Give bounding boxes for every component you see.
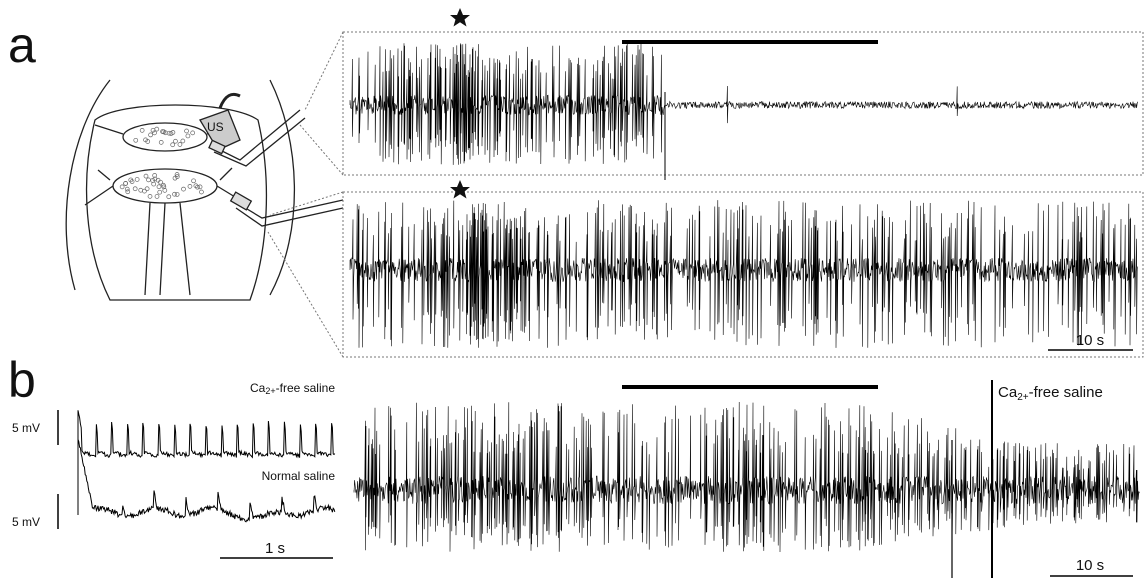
cell xyxy=(125,187,129,191)
trace-label: Ca2+-free saline xyxy=(250,381,335,396)
cell xyxy=(182,187,186,191)
cell xyxy=(135,177,139,181)
label-part: -free saline xyxy=(276,381,336,395)
trace-label: Normal saline xyxy=(262,469,336,483)
label-part: Ca xyxy=(998,384,1018,401)
scale-label: 10 s xyxy=(1076,332,1104,349)
cell xyxy=(157,185,161,189)
cell xyxy=(188,184,192,188)
scale-label: 5 mV xyxy=(12,421,40,435)
cell xyxy=(192,179,196,183)
recording-trace xyxy=(350,43,1138,165)
cell xyxy=(159,140,163,144)
cell xyxy=(120,185,124,189)
star-marker xyxy=(450,180,470,199)
panel-label: b xyxy=(8,352,36,408)
figure: a b US 10 s Ca2+-free saline Normal sali… xyxy=(0,0,1144,581)
cell xyxy=(181,139,185,143)
cell xyxy=(167,195,171,199)
cell xyxy=(178,142,182,146)
cell xyxy=(134,138,138,142)
recording-trace xyxy=(350,200,1138,348)
probe-label: US xyxy=(207,120,224,134)
cell xyxy=(155,127,159,131)
label-part: Ca xyxy=(250,381,266,395)
recording-trace xyxy=(354,402,1139,552)
cell xyxy=(124,181,128,185)
cell xyxy=(149,133,153,137)
label-part: -free saline xyxy=(1029,384,1103,401)
label-part: 2+ xyxy=(265,386,275,396)
cell xyxy=(198,185,202,189)
cell xyxy=(140,128,144,132)
cell xyxy=(133,187,137,191)
traces xyxy=(78,43,1139,578)
cell xyxy=(175,192,179,196)
cell xyxy=(191,131,195,135)
star-marker xyxy=(450,8,470,27)
cell xyxy=(171,143,175,147)
label-part: 2+ xyxy=(1017,392,1029,403)
inset-trace xyxy=(78,410,335,457)
cell xyxy=(142,189,146,193)
cell xyxy=(139,188,143,192)
cell xyxy=(173,139,177,143)
cell xyxy=(147,178,151,182)
cell xyxy=(158,190,162,194)
ganglion-cells xyxy=(120,127,203,199)
cell xyxy=(185,129,189,133)
trace-label: Ca2+-free saline xyxy=(998,384,1103,403)
cell xyxy=(148,194,152,198)
panel-label: a xyxy=(8,17,36,73)
scale-label: 5 mV xyxy=(12,515,40,529)
scale-label: 10 s xyxy=(1076,557,1104,574)
schematic xyxy=(66,32,343,357)
cell xyxy=(155,194,159,198)
cell xyxy=(199,190,203,194)
cell xyxy=(145,187,149,191)
cell xyxy=(186,134,190,138)
cell xyxy=(144,174,148,178)
scale-label: 1 s xyxy=(265,540,285,557)
